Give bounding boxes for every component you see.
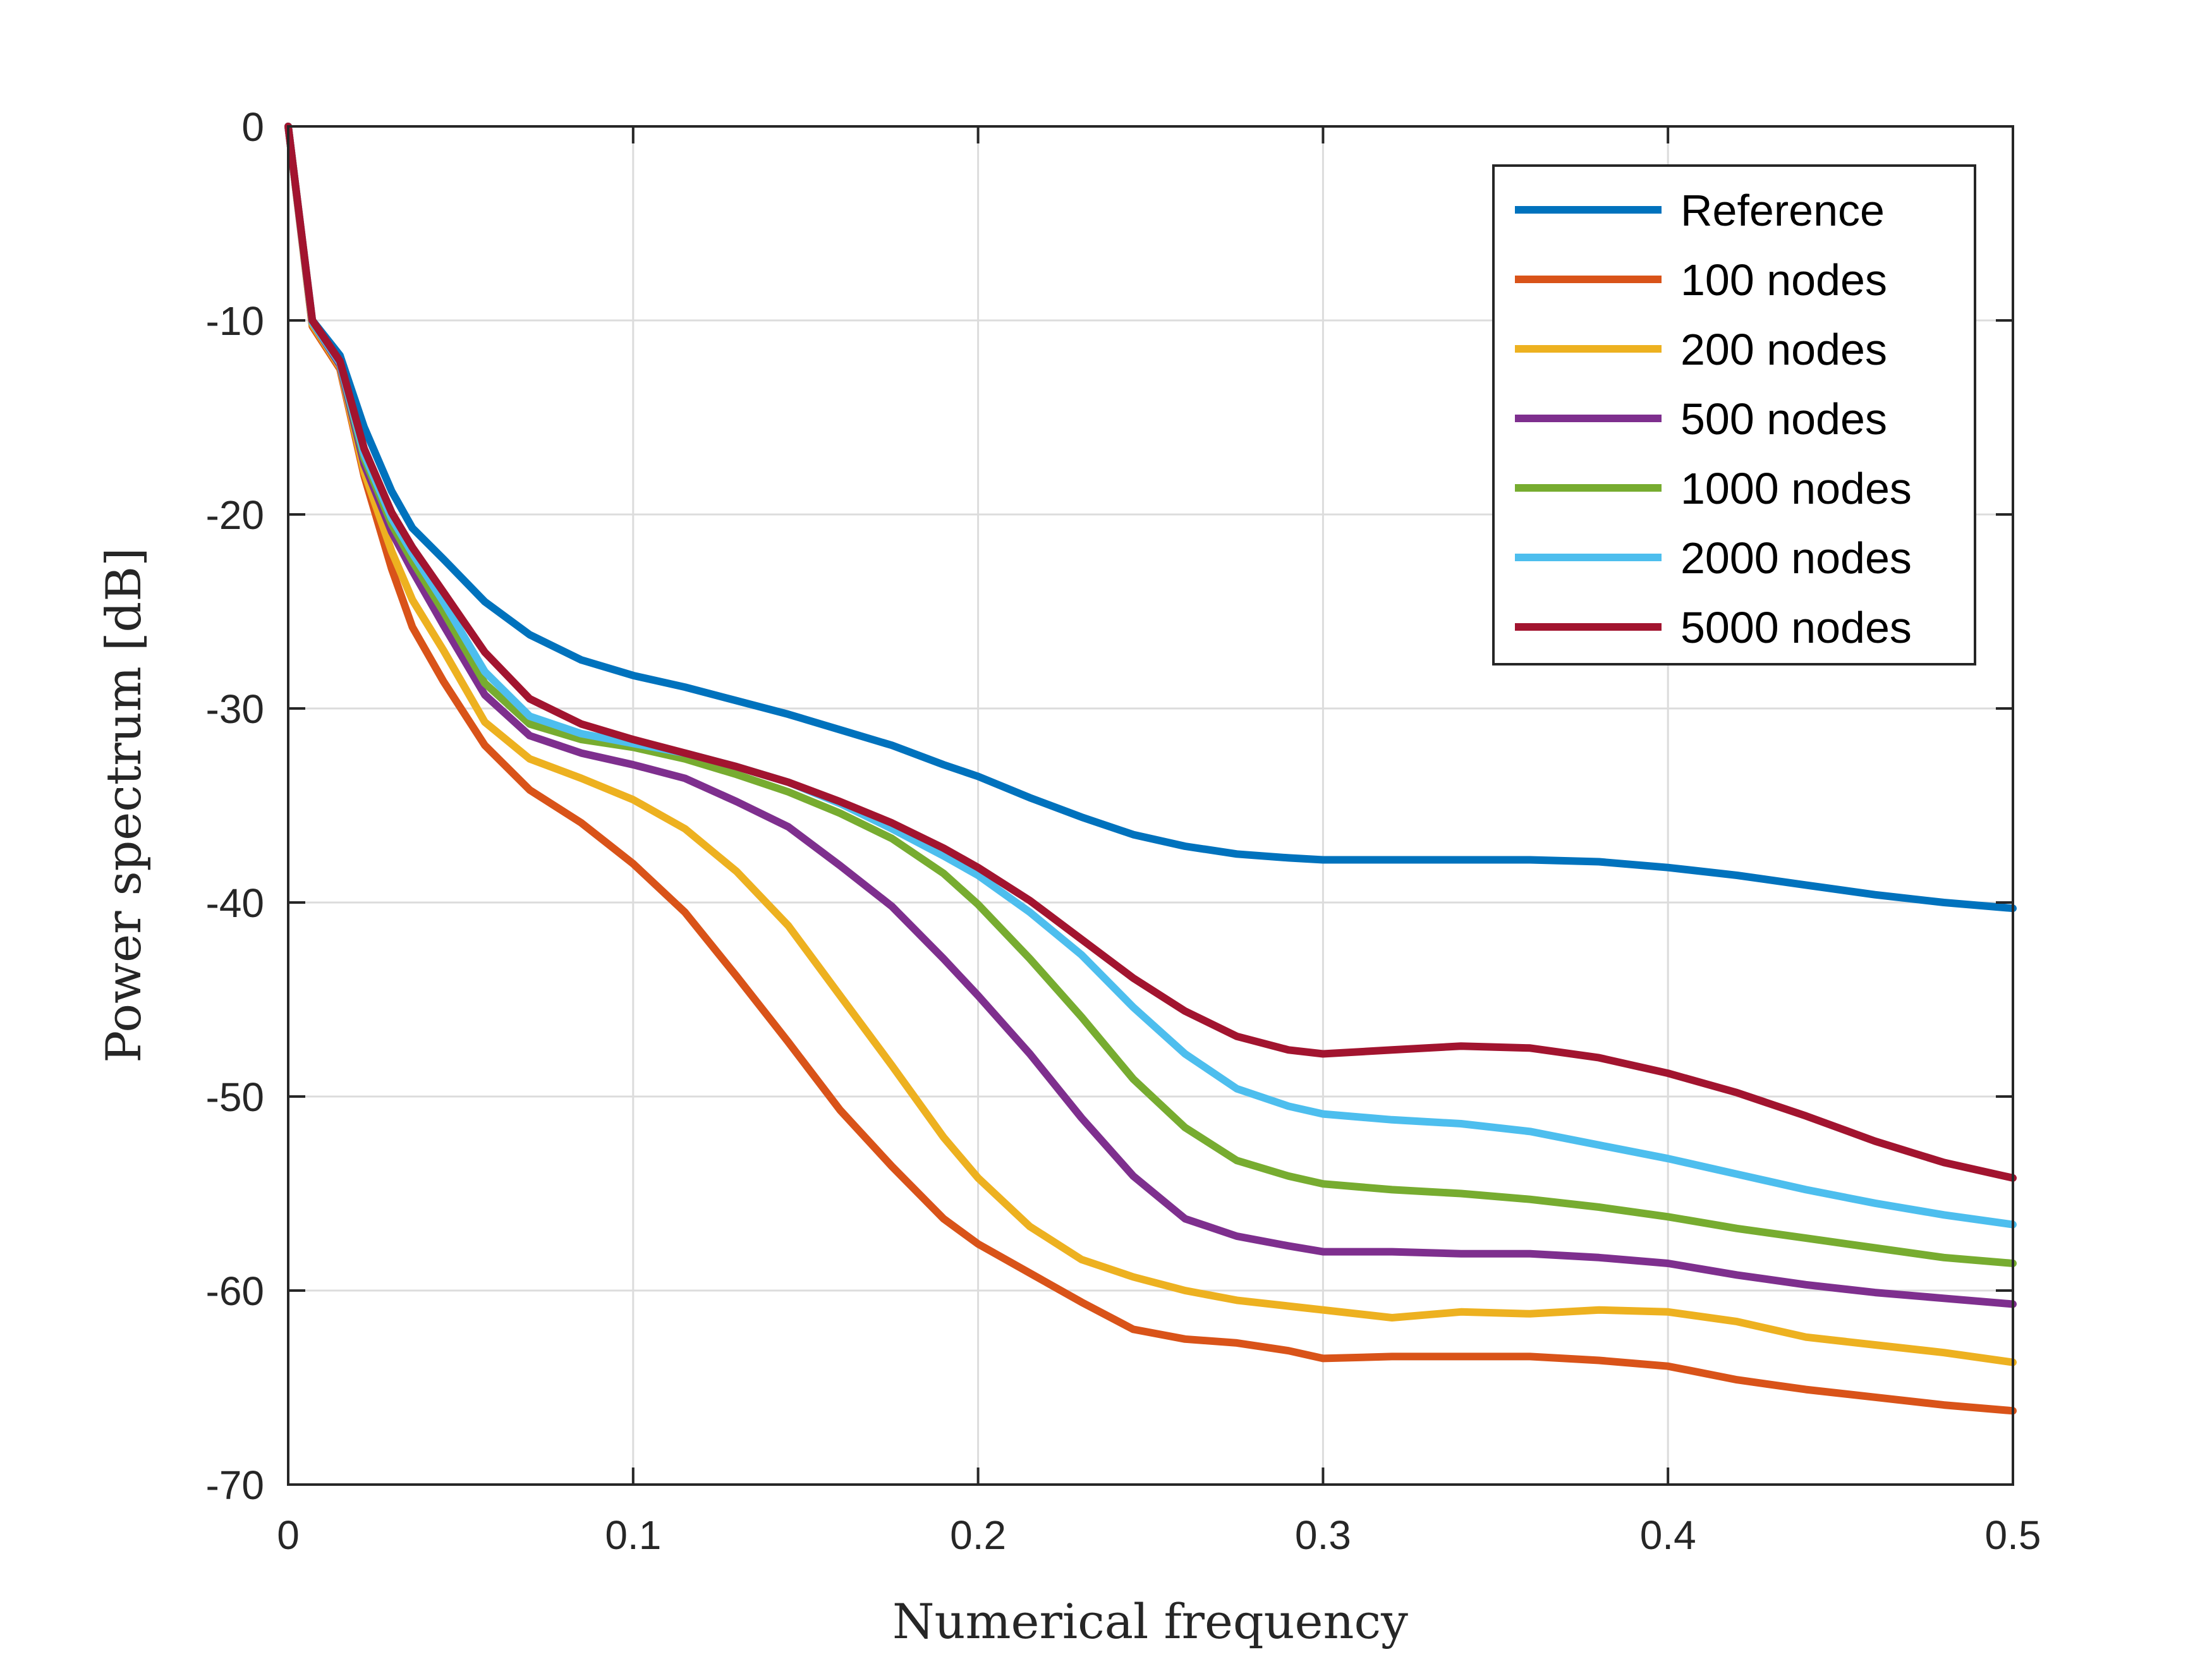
x-tick-label: 0 <box>277 1512 300 1558</box>
y-axis-label: Power spectrum [dB] <box>95 547 152 1062</box>
x-tick-label: 0.1 <box>605 1512 661 1558</box>
plot-frame <box>287 125 2014 1486</box>
series-line-1 <box>284 123 2017 1415</box>
y-tick-label: -50 <box>206 1074 265 1120</box>
x-tick-labels: 0 0.1 0.2 0.3 0.4 0.5 <box>277 1512 2041 1558</box>
y-tick-labels: 0 -10 -20 -30 -40 -50 -60 -70 <box>206 104 265 1508</box>
x-tick-label: 0.3 <box>1295 1512 1351 1558</box>
series-line-6 <box>284 123 2017 1182</box>
y-tick-label: -70 <box>206 1462 265 1508</box>
x-axis-label: Numerical frequency <box>892 1593 1408 1650</box>
y-tick-label: -10 <box>206 298 265 344</box>
series-line-5 <box>284 123 2017 1229</box>
legend: Reference 100 nodes 200 nodes 500 nodes 1000… <box>1492 164 1976 665</box>
y-tick-label: -20 <box>206 492 265 538</box>
x-tick-label: 0.2 <box>950 1512 1006 1558</box>
y-tick-label: 0 <box>241 104 264 150</box>
grid-lines <box>288 126 2013 1485</box>
legend-entry-label: 1000 nodes <box>1680 464 1912 513</box>
legend-entry-label: 2000 nodes <box>1680 533 1912 583</box>
series-line-4 <box>284 123 2017 1267</box>
y-tick-label: -30 <box>206 686 265 732</box>
series-line-0 <box>284 123 2017 913</box>
legend-entry-label: 500 nodes <box>1680 394 1887 444</box>
series-line-2 <box>284 123 2017 1366</box>
series-lines <box>284 123 2017 1415</box>
y-tick-label: -60 <box>206 1268 265 1314</box>
axis-ticks <box>287 125 2014 1486</box>
legend-entry-label: 200 nodes <box>1680 325 1887 374</box>
legend-entry-label: Reference <box>1680 186 1885 235</box>
x-tick-label: 0.4 <box>1640 1512 1696 1558</box>
legend-entry-label: 5000 nodes <box>1680 603 1912 652</box>
legend-entry-label: 100 nodes <box>1680 255 1887 305</box>
series-line-3 <box>284 123 2017 1308</box>
y-tick-label: -40 <box>206 880 265 926</box>
x-tick-label: 0.5 <box>1985 1512 2041 1558</box>
